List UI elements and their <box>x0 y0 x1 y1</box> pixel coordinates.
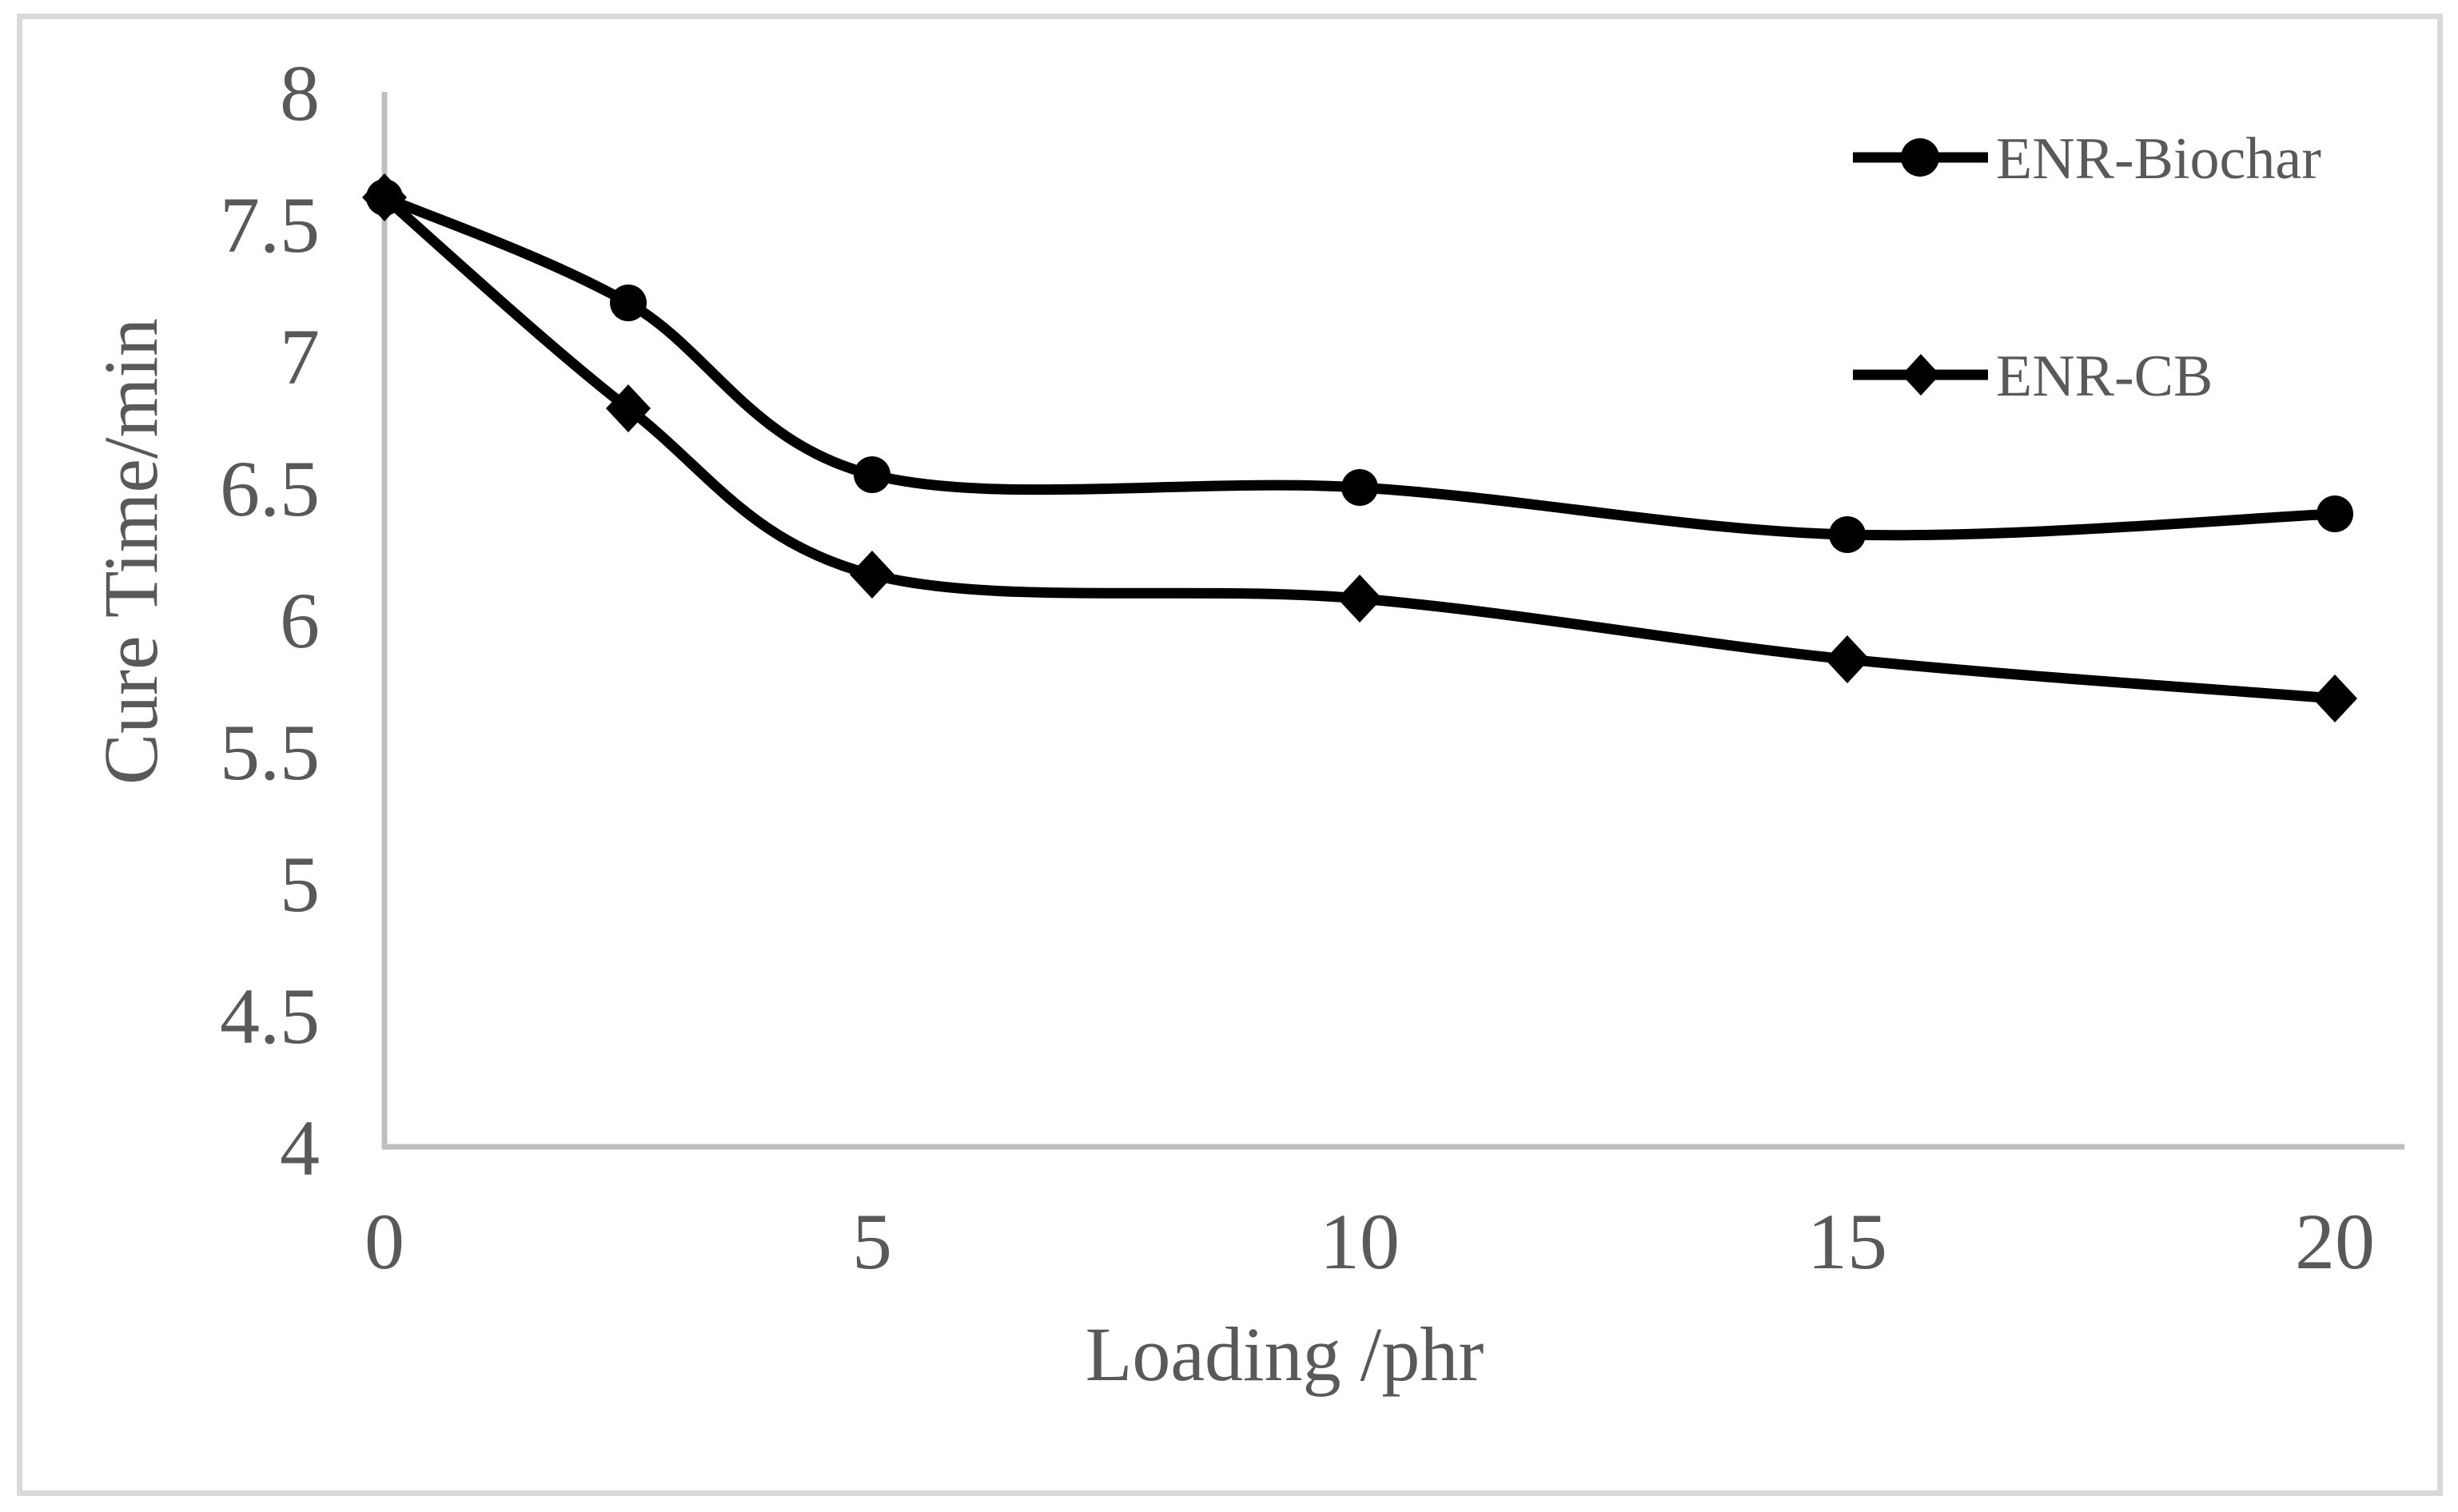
legend: ENR-Biochar ENR-CB <box>1853 126 2321 409</box>
data-point-circle <box>610 284 647 321</box>
chart-outer-frame <box>17 14 2443 1496</box>
y-tick-label: 6 <box>280 576 320 665</box>
data-point-diamond <box>1337 575 1382 623</box>
data-point-diamond <box>850 551 894 599</box>
data-point-circle <box>2317 495 2353 532</box>
legend-item-enr-biochar: ENR-Biochar <box>1853 126 2321 192</box>
y-axis-title: Cure Time/min <box>88 318 173 785</box>
axis-lines <box>381 92 2404 1150</box>
y-tick-label: 6.5 <box>220 444 320 533</box>
series-layer <box>362 173 2357 722</box>
y-tick-label: 8 <box>280 49 320 137</box>
legend-label: ENR-CB <box>1996 344 2213 409</box>
legend-item-enr-cb: ENR-CB <box>1853 344 2213 409</box>
x-tick-label: 5 <box>852 1197 892 1286</box>
tick-layer: 4 4.5 5 5.5 6 6.5 7 7.5 8 0 5 10 15 20 <box>220 49 2375 1286</box>
y-tick-label: 7.5 <box>220 181 320 269</box>
y-tick-label: 4.5 <box>220 972 320 1060</box>
x-tick-label: 10 <box>1320 1197 1400 1286</box>
y-tick-label: 4 <box>280 1104 320 1192</box>
diamond-marker-icon <box>1902 354 1940 396</box>
series-line-enr-cb <box>380 193 2336 704</box>
y-tick-label: 5.5 <box>220 708 320 797</box>
data-point-circle <box>1341 469 1378 506</box>
data-point-circle <box>1829 516 1866 553</box>
x-tick-label: 20 <box>2295 1197 2375 1286</box>
y-tick-label: 5 <box>280 840 320 929</box>
data-point-diamond <box>2313 674 2357 722</box>
y-tick-label: 7 <box>280 312 320 401</box>
circle-marker-icon <box>1901 138 1939 177</box>
legend-label: ENR-Biochar <box>1996 126 2321 192</box>
x-tick-label: 15 <box>1807 1197 1887 1286</box>
data-point-circle <box>854 456 890 493</box>
data-point-diamond <box>606 384 651 432</box>
data-point-diamond <box>1825 635 1870 683</box>
data-point-diamond <box>362 173 407 221</box>
x-tick-label: 0 <box>365 1197 404 1286</box>
x-axis-title: Loading /phr <box>1086 1311 1484 1397</box>
